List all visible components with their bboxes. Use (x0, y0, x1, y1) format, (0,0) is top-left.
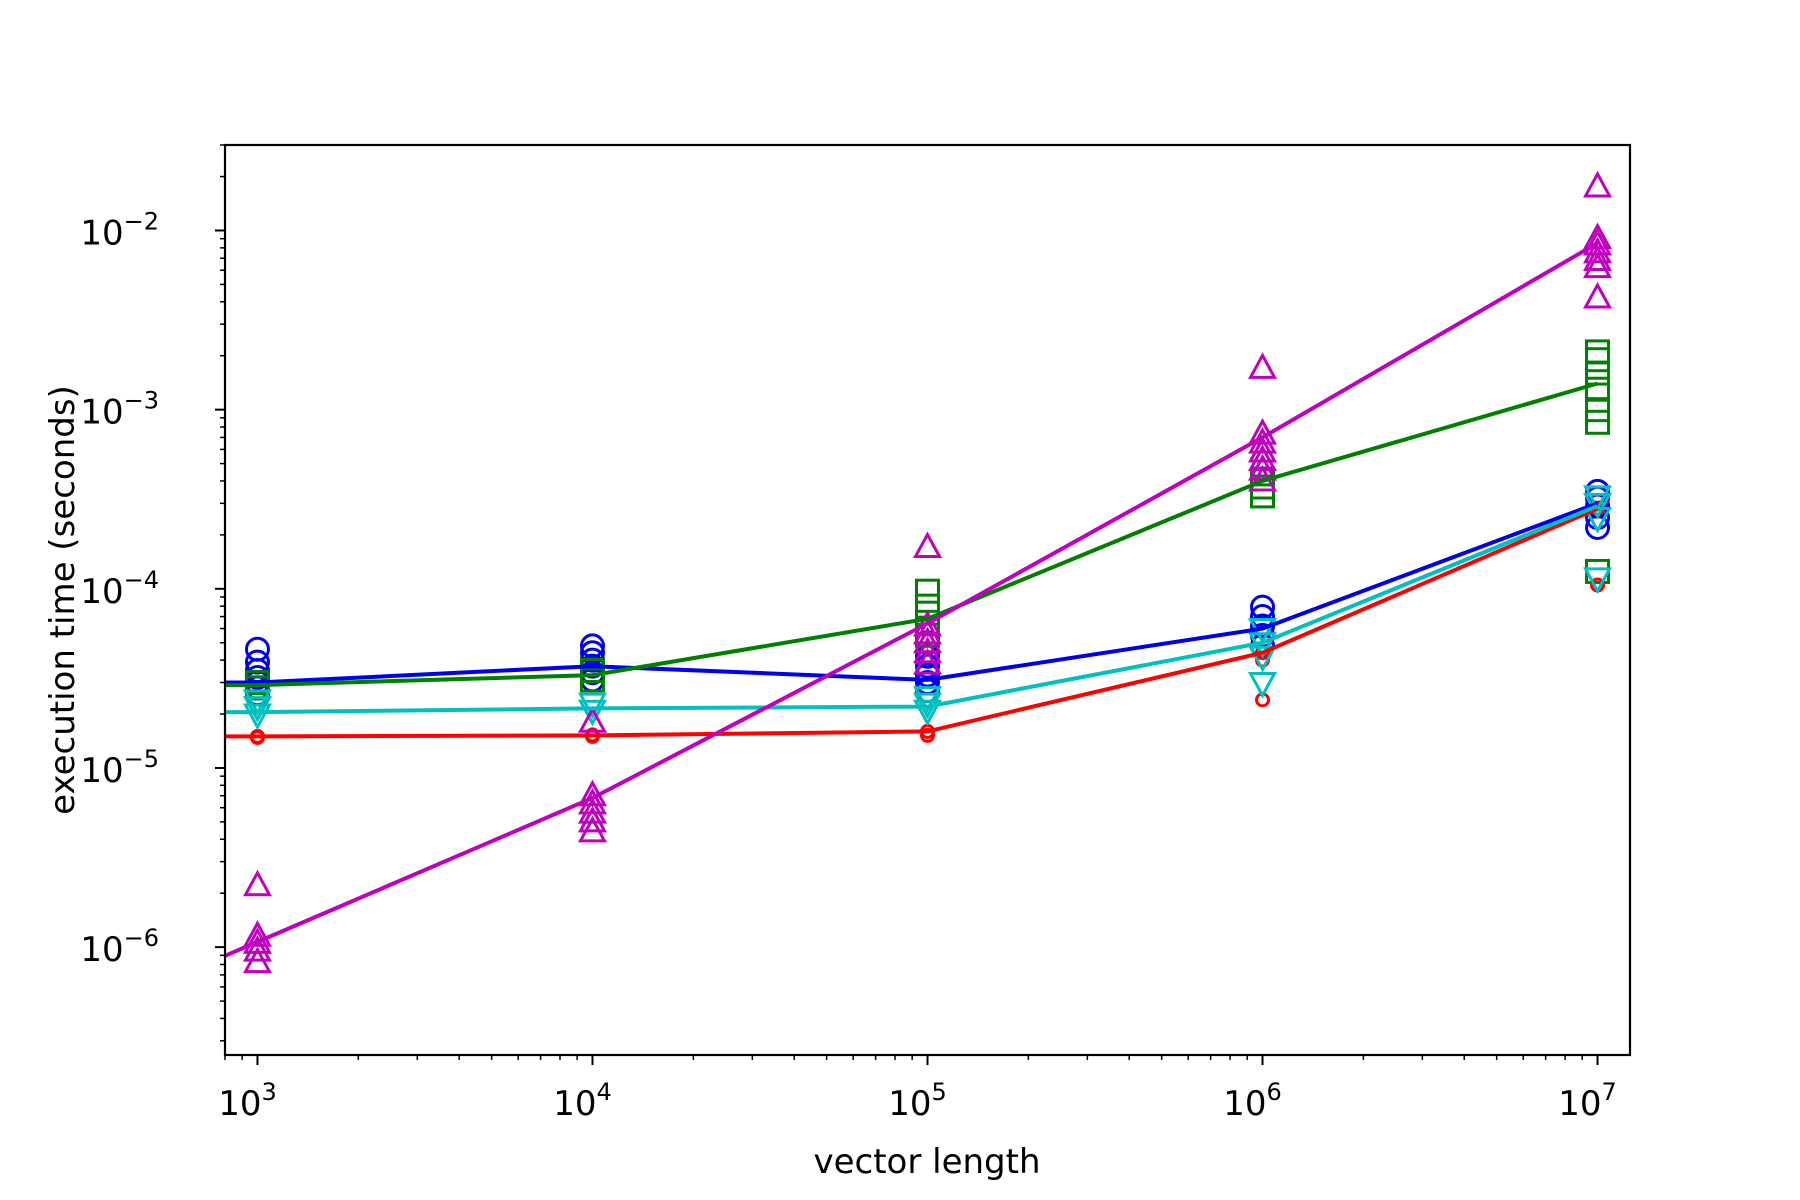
magenta-triangles-up-point (1583, 228, 1613, 256)
green-squares-point (1585, 409, 1611, 435)
y-tick-label: 10−6 (80, 924, 159, 970)
blue-circles-line (225, 501, 1599, 685)
x-tick-label: 105 (888, 1078, 947, 1124)
y-tick-label: 10−4 (80, 566, 159, 612)
green-squares-point (579, 657, 605, 683)
green-squares-line (225, 381, 1599, 688)
cyan-triangles-down-point (1583, 567, 1613, 595)
cyan-triangles-down-point (912, 699, 943, 727)
cyan-triangles-down-point (912, 686, 943, 713)
magenta-triangles-up-point (912, 531, 943, 559)
magenta-triangles-up-point (242, 934, 272, 962)
y-tick-label: 10−5 (80, 745, 159, 791)
x-tick-label: 103 (218, 1078, 277, 1124)
magenta-triangles-up-point (1247, 435, 1278, 463)
x-tick-label: 106 (1223, 1078, 1282, 1124)
magenta-triangles-up-point (242, 869, 272, 897)
magenta-triangles-up-point (1583, 251, 1613, 279)
y-tick-label: 10−3 (80, 387, 159, 433)
magenta-triangles-up-point (1583, 236, 1613, 264)
cyan-triangles-down-line (225, 504, 1599, 715)
magenta-triangles-up-point (1247, 352, 1278, 379)
cyan-triangles-down-point (1247, 645, 1278, 673)
cyan-triangles-down-point (1583, 485, 1613, 513)
magenta-triangles-up-point (577, 706, 608, 733)
axis-ticks (215, 144, 1599, 1065)
blue-circles-point (579, 640, 605, 666)
magenta-triangles-up-point (242, 920, 272, 947)
blue-circles-point (579, 633, 605, 659)
y-axis-title: execution time (seconds) (43, 385, 83, 815)
cyan-triangles-down-point (1247, 671, 1278, 699)
green-squares-point (1585, 339, 1611, 365)
cyan-triangles-down-point (242, 696, 272, 723)
magenta-triangles-up-point (1583, 222, 1613, 250)
x-tick-label: 107 (1558, 1078, 1617, 1124)
axis-tick-labels: 103 104 105 106 107 10−6 10−5 10−4 10−3 10−2 (80, 207, 1616, 1124)
magenta-triangles-up-point (577, 796, 608, 824)
series-lines (224, 241, 1599, 958)
y-tick-label: 10−2 (80, 207, 159, 253)
green-squares-point (1585, 397, 1611, 423)
green-squares-point (915, 578, 940, 604)
green-squares-point (1585, 376, 1611, 402)
magenta-triangles-up-point (912, 617, 943, 645)
magenta-triangles-up-point (577, 805, 608, 833)
blue-circles-point (244, 636, 270, 662)
magenta-triangles-up-point (1247, 444, 1278, 472)
magenta-triangles-up-point (1583, 170, 1613, 198)
cyan-triangles-down-point (242, 703, 272, 731)
x-tick-label: 104 (553, 1078, 612, 1124)
magenta-triangles-up-point (912, 626, 943, 654)
cyan-triangles-down-point (577, 692, 608, 720)
magenta-triangles-up-point (1583, 244, 1613, 271)
red-dots-line (225, 506, 1599, 739)
blue-circles-point (915, 662, 940, 688)
magenta-triangles-up-line (224, 241, 1599, 958)
cyan-triangles-down-point (242, 689, 272, 716)
x-axis-title: vector length (813, 1142, 1040, 1182)
magenta-triangles-up-point (1583, 281, 1613, 309)
blue-circles-point (244, 649, 270, 675)
cyan-triangles-down-point (577, 699, 608, 727)
magenta-triangles-up-point (912, 609, 943, 637)
